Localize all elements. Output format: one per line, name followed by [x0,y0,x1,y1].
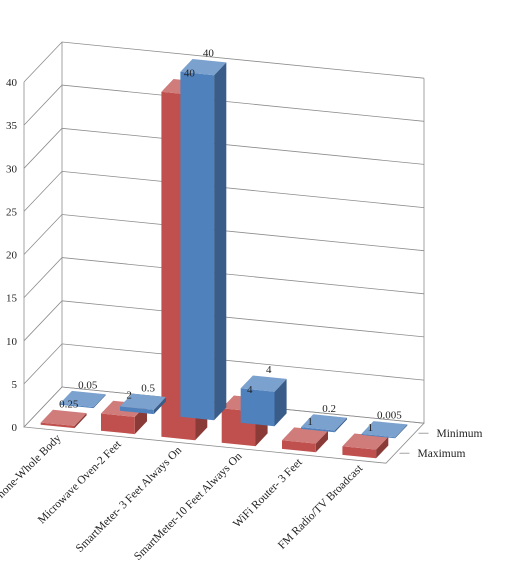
bar [180,59,227,421]
bar-front [180,71,215,421]
bar-front [361,433,396,439]
bar-side [376,436,389,459]
y-tick-label: 0 [12,422,18,434]
bar-side [334,417,347,433]
data-label: 0.25 [59,399,79,411]
bar [40,409,87,429]
bar [361,421,408,439]
bar-front [101,413,135,435]
y-tick-label: 25 [6,206,18,218]
bar-front [240,388,275,427]
bar-top [180,59,227,76]
bar-front [282,440,316,453]
bar-top [282,427,328,444]
bar [240,375,287,427]
bar-top [120,393,166,410]
y-tick-label: 15 [6,293,18,305]
bar-front [59,403,94,409]
y-tick-label: 30 [6,163,18,175]
data-label: 1 [368,422,374,434]
data-label: 0.005 [377,410,402,422]
bar-top [301,414,347,431]
data-label: 0.2 [322,403,336,415]
data-label: 1 [307,416,313,428]
y-axis: 0 5 10 15 20 25 30 35 40 [6,77,18,434]
data-label: 40 [203,48,215,60]
bar-side [274,378,287,427]
chart-floor [23,386,425,464]
y-tick-label: 10 [6,336,18,348]
y-tick-label: 35 [6,120,18,132]
y-tick-label: 20 [6,250,18,262]
bar-top [342,433,389,450]
bar-side [93,394,106,409]
bar [282,427,328,453]
series-label: Minimum [437,428,483,440]
bar [301,414,347,433]
bar-top [361,421,408,438]
bar [120,393,166,415]
chart-walls [23,41,425,464]
bar-side [315,430,328,453]
data-label: 2 [126,389,132,401]
bar-top [40,409,87,426]
y-tick-label: 5 [12,379,18,391]
category-label: WiFi Router- 3 Feet [231,456,305,530]
bar [342,433,389,459]
data-label: 4 [247,384,253,396]
bar-front [301,427,335,433]
bar-side [214,62,227,421]
bar-front [120,406,154,415]
bar-side [153,397,166,415]
bar-top [240,375,287,392]
bar-side [74,413,87,429]
series-depth-axis: Minimum Maximum [399,428,483,460]
bar-front [40,422,75,429]
data-label: 0.5 [141,382,155,394]
data-label: 40 [184,68,196,80]
bar-top [59,390,106,408]
bars [40,59,408,459]
bar-side [395,424,408,439]
data-labels: 0.25 2 40 4 1 1 0.05 0.5 40 4 0.2 0.005 [59,48,402,435]
data-label: 0.05 [78,380,98,392]
category-label: SmartMeter- 3 Feet Always On [74,444,185,555]
series-label: Maximum [418,448,466,460]
bar-front [342,446,377,459]
y-tick-label: 40 [6,77,18,89]
data-label: 4 [266,364,272,376]
bar [59,390,106,409]
category-label: SmartMeter-10 Feet Always On [132,450,245,561]
